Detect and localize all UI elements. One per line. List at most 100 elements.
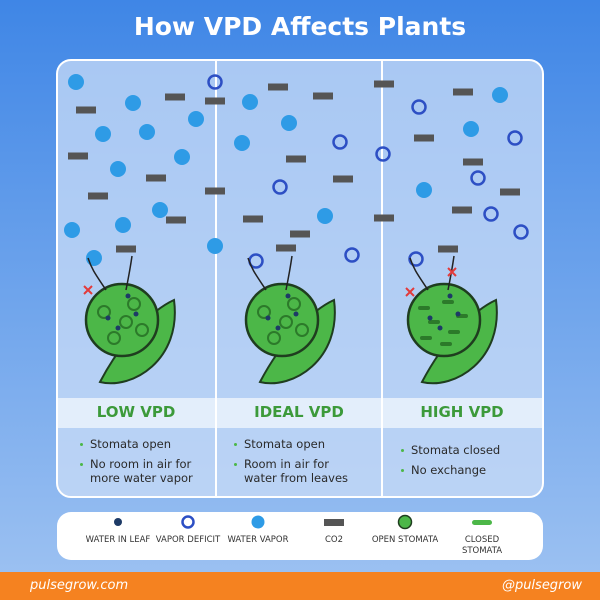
co2 bbox=[452, 206, 472, 214]
water-in-leaf bbox=[427, 315, 433, 321]
water-in-leaf bbox=[437, 325, 443, 331]
co2 bbox=[500, 188, 520, 196]
legend-label: WATER IN LEAF bbox=[85, 535, 151, 545]
co2 bbox=[374, 80, 394, 88]
legend-icon bbox=[472, 520, 492, 525]
closed-stoma bbox=[440, 342, 452, 346]
water-vapor bbox=[68, 74, 84, 90]
open-stoma bbox=[279, 315, 293, 329]
water-in-leaf bbox=[105, 315, 111, 321]
water-vapor bbox=[492, 87, 508, 103]
legend-label: CLOSED STOMATA bbox=[461, 535, 503, 556]
co2 bbox=[268, 83, 288, 91]
vapor-deficit bbox=[207, 74, 223, 90]
legend-icon bbox=[114, 518, 122, 526]
co2 bbox=[414, 134, 434, 142]
panel-heading: LOW VPD bbox=[96, 403, 176, 421]
water-vapor bbox=[416, 182, 432, 198]
panel-heading: IDEAL VPD bbox=[254, 403, 344, 421]
co2 bbox=[165, 93, 185, 101]
water-vapor bbox=[463, 121, 479, 137]
open-stoma bbox=[135, 323, 149, 337]
co2 bbox=[68, 152, 88, 160]
bullet: Stomata closed bbox=[401, 443, 531, 457]
legend-label: OPEN STOMATA bbox=[371, 535, 439, 545]
water-vapor bbox=[188, 111, 204, 127]
co2 bbox=[463, 158, 483, 166]
co2 bbox=[453, 88, 473, 96]
water-vapor bbox=[234, 135, 250, 151]
arrow bbox=[125, 255, 133, 291]
open-stoma bbox=[257, 305, 271, 319]
blocked bbox=[405, 287, 415, 297]
water-in-leaf bbox=[285, 293, 291, 299]
open-stoma bbox=[267, 331, 281, 345]
water-vapor bbox=[317, 208, 333, 224]
legend-icon bbox=[251, 515, 265, 529]
legend-box bbox=[57, 512, 543, 560]
vapor-deficit bbox=[344, 247, 360, 263]
water-vapor bbox=[152, 202, 168, 218]
open-stoma bbox=[97, 305, 111, 319]
open-stoma bbox=[107, 331, 121, 345]
bullet-list: Stomata open No room in air for more wat… bbox=[80, 437, 210, 491]
closed-stoma bbox=[420, 336, 432, 340]
vapor-deficit bbox=[483, 206, 499, 222]
water-in-leaf bbox=[265, 315, 271, 321]
legend-icon bbox=[397, 514, 413, 530]
bullet: Stomata open bbox=[234, 437, 364, 451]
blocked bbox=[447, 267, 457, 277]
closed-stoma bbox=[418, 306, 430, 310]
handle: @pulsegrow bbox=[501, 578, 582, 593]
arrow bbox=[247, 257, 267, 291]
arrow bbox=[409, 257, 429, 291]
bullet: Stomata open bbox=[80, 437, 210, 451]
vapor-deficit bbox=[408, 251, 424, 267]
water-vapor bbox=[174, 149, 190, 165]
co2 bbox=[146, 174, 166, 182]
panel-heading: HIGH VPD bbox=[420, 403, 504, 421]
bullet-list: Stomata open Room in air for water from … bbox=[234, 437, 364, 491]
co2 bbox=[333, 175, 353, 183]
arrow bbox=[87, 257, 107, 291]
legend-icon bbox=[324, 519, 344, 526]
co2 bbox=[205, 97, 225, 105]
co2 bbox=[290, 230, 310, 238]
website: pulsegrow.com bbox=[30, 578, 129, 593]
heading-band bbox=[58, 398, 542, 428]
bullet-list: Stomata closed No exchange bbox=[401, 443, 531, 483]
water-vapor bbox=[115, 217, 131, 233]
water-in-leaf bbox=[293, 311, 299, 317]
water-in-leaf bbox=[455, 311, 461, 317]
closed-stoma bbox=[428, 320, 440, 324]
water-in-leaf bbox=[275, 325, 281, 331]
water-vapor bbox=[207, 238, 223, 254]
cell bbox=[84, 282, 160, 358]
open-stoma bbox=[127, 297, 141, 311]
blocked bbox=[83, 285, 93, 295]
water-in-leaf bbox=[447, 293, 453, 299]
legend-icon bbox=[181, 515, 195, 529]
co2 bbox=[116, 245, 136, 253]
water-in-leaf bbox=[125, 293, 131, 299]
water-in-leaf bbox=[133, 311, 139, 317]
bullet: No room in air for more water vapor bbox=[80, 457, 210, 485]
vapor-deficit bbox=[470, 170, 486, 186]
open-stoma bbox=[295, 323, 309, 337]
water-vapor bbox=[110, 161, 126, 177]
closed-stoma bbox=[448, 330, 460, 334]
vapor-deficit bbox=[272, 179, 288, 195]
card bbox=[56, 59, 544, 498]
title: How VPD Affects Plants bbox=[133, 12, 467, 41]
co2 bbox=[276, 244, 296, 252]
water-vapor bbox=[95, 126, 111, 142]
co2 bbox=[88, 192, 108, 200]
open-stoma bbox=[287, 297, 301, 311]
vapor-deficit bbox=[375, 146, 391, 162]
co2 bbox=[243, 215, 263, 223]
bullet: Room in air for water from leaves bbox=[234, 457, 364, 485]
vapor-deficit bbox=[513, 224, 529, 240]
legend-label: VAPOR DEFICIT bbox=[155, 535, 221, 545]
closed-stoma bbox=[442, 300, 454, 304]
